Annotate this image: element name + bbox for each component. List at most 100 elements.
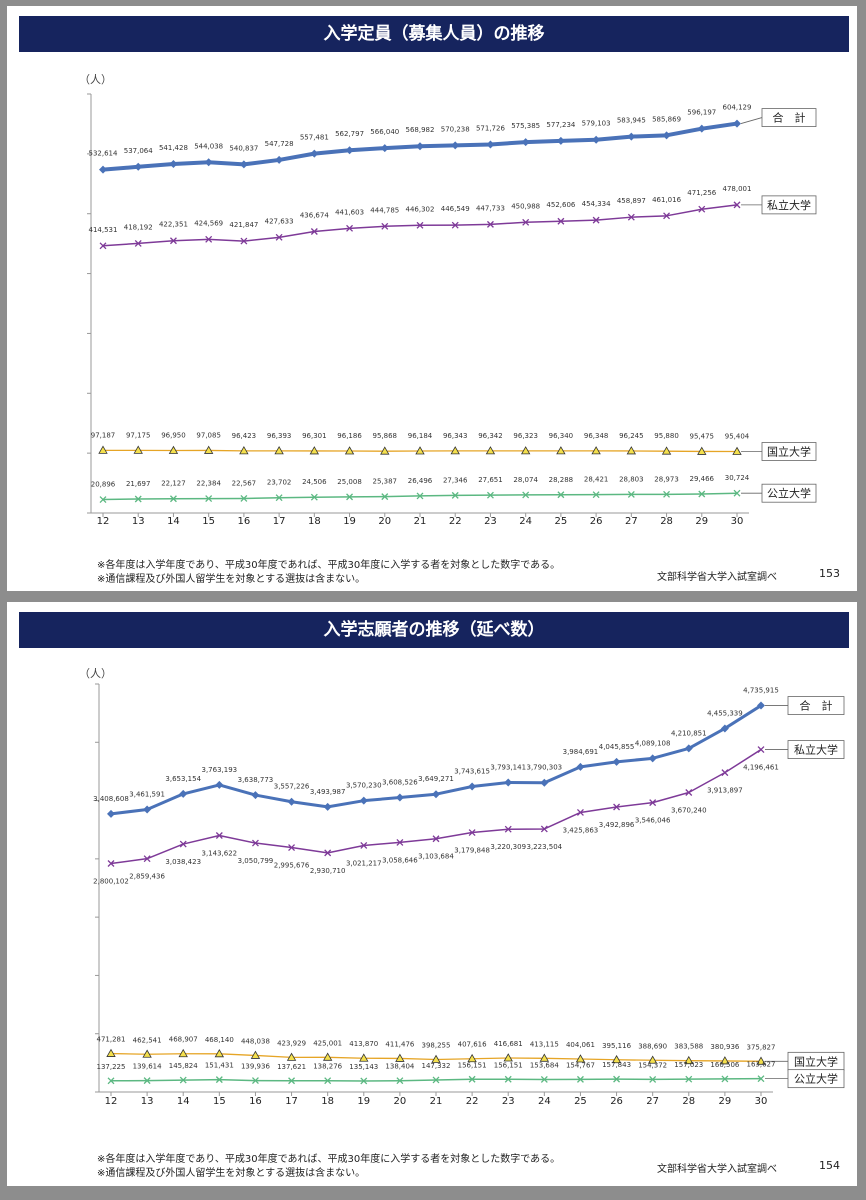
data-label-national-univ: 416,681 [494,1040,523,1048]
data-label-total: 3,493,987 [310,788,346,796]
x-tick-label: 12 [97,516,110,527]
data-label-national-univ: 388,690 [638,1042,667,1050]
data-point-public-univ [685,1075,693,1083]
data-point-total [576,762,585,771]
data-point-total [134,162,143,171]
legend-label-private-univ: 私立大学 [767,198,811,212]
data-label-national-univ: 468,140 [205,1036,234,1044]
data-label-public-univ: 20,896 [91,481,116,489]
data-point-total [757,701,765,710]
x-tick-label: 22 [449,516,462,527]
data-label-private-univ: 471,256 [687,189,716,197]
x-tick-label: 26 [590,516,603,527]
x-tick-label: 30 [731,516,744,527]
data-label-national-univ: 96,245 [619,432,644,440]
data-point-total [432,790,440,799]
data-point-private-univ [134,239,142,247]
data-label-national-univ: 425,001 [313,1039,342,1047]
data-label-national-univ: 96,323 [513,432,538,440]
x-tick-label: 26 [610,1096,623,1107]
x-tick-label: 29 [695,516,708,527]
data-label-private-univ: 436,674 [300,212,329,220]
data-label-total: 3,763,193 [202,766,238,774]
data-point-total [733,119,741,128]
data-point-private-univ [143,855,151,863]
data-label-private-univ: 3,021,217 [346,859,382,867]
footnote: ※通信課程及び外国人留学生を対象とする選抜は含まない。 [97,574,366,585]
data-point-private-univ [649,799,657,807]
data-label-national-univ: 95,404 [725,433,750,441]
data-point-national-univ [647,1055,658,1064]
data-label-total: 3,653,154 [165,775,201,783]
y-unit-label: （人） [79,667,112,680]
legend-label-public-univ: 公立大学 [767,486,811,500]
data-point-public-univ [107,1077,115,1085]
data-point-public-univ [663,490,671,498]
slide-title: 入学定員（募集人員）の推移 [19,16,849,52]
data-label-private-univ: 421,847 [229,221,258,229]
data-label-total: 3,790,303 [527,764,563,772]
data-point-private-univ [205,235,213,243]
data-point-total [540,778,549,787]
data-point-public-univ [396,1077,404,1085]
data-label-private-univ: 441,603 [335,208,364,216]
data-point-total [275,155,284,164]
data-label-public-univ: 153,684 [530,1061,559,1069]
data-point-private-univ [757,746,765,754]
data-label-total: 4,210,851 [671,729,707,737]
data-label-private-univ: 3,492,896 [599,821,635,829]
data-label-total: 532,614 [89,150,118,158]
data-label-total: 583,945 [617,117,646,125]
data-point-total [239,160,248,169]
data-point-national-univ [133,445,143,454]
data-point-total [662,131,671,140]
data-point-national-univ [239,446,249,455]
data-point-national-univ [720,1056,730,1065]
data-point-total [720,724,729,733]
data-point-public-univ [169,495,177,503]
slide-title: 入学志願者の推移（延べ数） [19,612,849,648]
data-label-national-univ: 96,348 [584,432,609,440]
data-label-national-univ: 96,340 [549,432,574,440]
x-tick-label: 16 [249,1096,262,1107]
data-point-public-univ [205,495,213,503]
data-label-national-univ: 97,175 [126,431,151,439]
data-label-total: 547,728 [265,140,294,148]
data-label-public-univ: 157,843 [602,1061,631,1069]
data-point-public-univ [324,1077,332,1085]
data-point-private-univ [685,789,693,796]
x-tick-label: 27 [625,516,638,527]
data-point-public-univ [432,1076,440,1084]
x-tick-label: 21 [430,1096,443,1107]
data-point-public-univ [381,493,389,501]
data-point-national-univ [309,446,320,455]
data-point-national-univ [520,446,531,455]
data-point-public-univ [698,490,706,498]
data-label-total: 3,608,526 [382,779,418,787]
x-tick-label: 19 [343,516,356,527]
data-label-private-univ: 3,050,799 [238,857,274,865]
data-point-private-univ [432,835,440,843]
data-label-national-univ: 95,868 [373,432,398,440]
data-point-private-univ [240,237,248,245]
data-label-private-univ: 414,531 [89,226,118,234]
data-label-total: 3,984,691 [563,748,599,756]
data-label-national-univ: 375,827 [747,1043,776,1051]
data-point-total [648,754,657,763]
data-point-national-univ [344,446,355,455]
data-point-national-univ [431,1054,441,1063]
data-label-private-univ: 458,897 [617,197,646,205]
data-point-total [697,124,706,133]
data-label-public-univ: 27,651 [478,476,503,484]
data-point-national-univ [286,1052,297,1061]
data-point-public-univ [251,1077,259,1085]
data-point-national-univ [380,446,390,455]
data-label-national-univ: 380,936 [710,1043,739,1051]
data-label-public-univ: 154,767 [566,1061,595,1069]
data-point-public-univ [592,491,600,499]
data-point-private-univ [99,242,107,250]
data-point-public-univ [522,491,530,499]
data-label-private-univ: 3,103,684 [418,853,454,861]
x-tick-label: 12 [105,1096,118,1107]
data-label-public-univ: 27,346 [443,476,468,484]
